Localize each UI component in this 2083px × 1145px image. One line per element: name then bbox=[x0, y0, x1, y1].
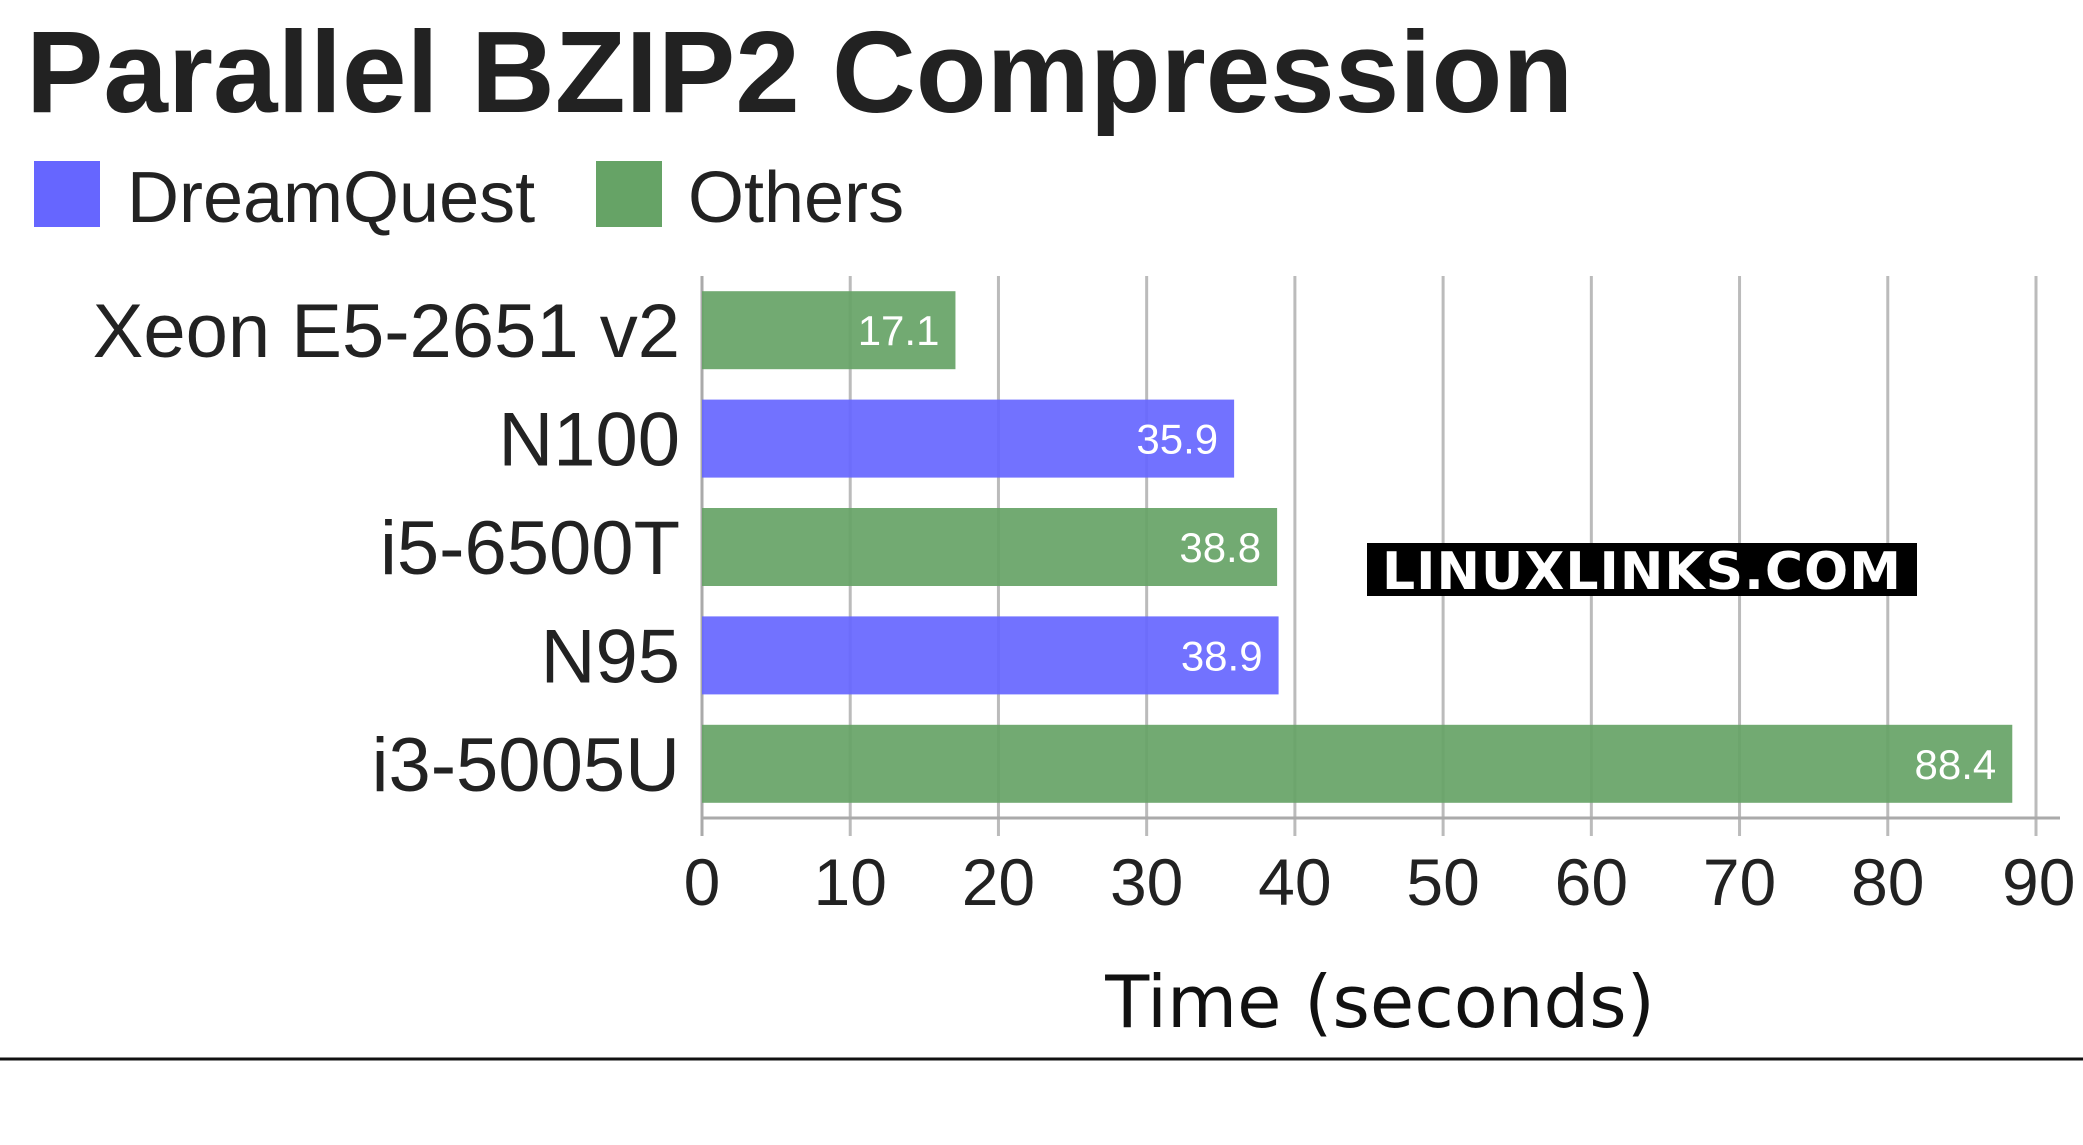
x-tick-label-10: 10 bbox=[814, 845, 887, 919]
legend-swatch-others bbox=[596, 161, 662, 227]
bar-0 bbox=[702, 291, 956, 370]
watermark: LINUXLINKS.COM bbox=[1367, 542, 1917, 602]
category-label-1: N100 bbox=[498, 398, 680, 483]
x-tick-label-40: 40 bbox=[1258, 845, 1331, 919]
x-tick-label-70: 70 bbox=[1703, 845, 1776, 919]
category-labels: Xeon E5-2651 v2 N100 i5-6500T N95 i3-5005U bbox=[93, 289, 680, 808]
value-label-2: 38.8 bbox=[1179, 524, 1261, 571]
bar-3 bbox=[702, 616, 1279, 695]
x-axis-title: Time (seconds) bbox=[1104, 960, 1655, 1044]
x-tick-label-80: 80 bbox=[1851, 845, 1924, 919]
value-label-1: 35.9 bbox=[1136, 416, 1218, 463]
category-label-2: i5-6500T bbox=[380, 506, 680, 591]
category-label-3: N95 bbox=[541, 614, 680, 699]
x-axis: 0 10 20 30 40 50 60 70 80 90 bbox=[684, 816, 2075, 919]
bar-2 bbox=[702, 508, 1278, 586]
legend: DreamQuest Others bbox=[34, 158, 904, 238]
legend-swatch-dreamquest bbox=[34, 161, 100, 227]
x-tick-label-30: 30 bbox=[1110, 845, 1183, 919]
legend-label-dreamquest: DreamQuest bbox=[127, 158, 535, 238]
bar-1 bbox=[702, 399, 1235, 478]
bar-4 bbox=[702, 724, 2013, 803]
category-label-4: i3-5005U bbox=[372, 723, 680, 808]
value-label-4: 88.4 bbox=[1915, 741, 1997, 788]
watermark-text: LINUXLINKS.COM bbox=[1382, 542, 1902, 602]
bars: 17.1 35.9 38.8 38.9 88.4 bbox=[702, 291, 2013, 803]
x-tick-label-60: 60 bbox=[1555, 845, 1628, 919]
value-label-3: 38.9 bbox=[1181, 632, 1263, 679]
x-tick-label-50: 50 bbox=[1406, 845, 1479, 919]
x-tick-label-20: 20 bbox=[962, 845, 1035, 919]
chart-title: Parallel BZIP2 Compression bbox=[26, 7, 1573, 137]
x-tick-label-90: 90 bbox=[2002, 845, 2075, 919]
watermark-background bbox=[1367, 543, 1917, 596]
legend-label-others: Others bbox=[688, 158, 904, 238]
x-tick-label-0: 0 bbox=[684, 845, 721, 919]
category-label-0: Xeon E5-2651 v2 bbox=[93, 289, 680, 374]
value-label-0: 17.1 bbox=[858, 307, 940, 354]
